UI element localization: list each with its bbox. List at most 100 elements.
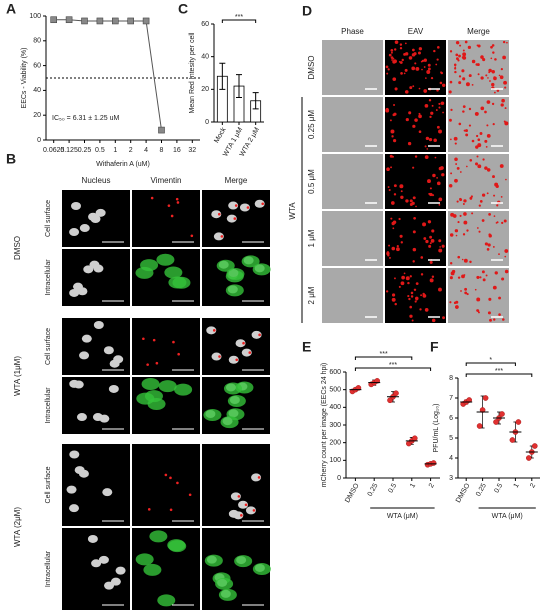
x-tick-label: 2: [428, 482, 436, 489]
eav-signal: [476, 275, 480, 279]
nucleus: [235, 339, 246, 348]
nucleus: [74, 466, 85, 475]
eav-signal: [420, 256, 424, 259]
x-tick-label: DMSO: [344, 482, 361, 504]
vimentin: [143, 563, 162, 576]
eav-signal: [502, 55, 506, 60]
eav-signal: [490, 57, 493, 60]
eav-signal: [390, 201, 395, 205]
eav-signal: [457, 221, 460, 224]
vimentin: [157, 594, 176, 607]
eav-signal: [403, 52, 407, 56]
eav-signal: [453, 63, 457, 67]
nucleus: [92, 413, 103, 422]
y-tick-label: 300: [329, 422, 341, 429]
micrograph: [385, 40, 446, 95]
eav-signal: [385, 108, 390, 113]
y-tick-label: 6: [449, 415, 453, 422]
vimentin-spot: [257, 476, 261, 479]
eav-signal: [501, 277, 505, 281]
eav-signal: [486, 192, 489, 195]
eav-signal: [490, 45, 493, 49]
eav-signal: [421, 68, 423, 71]
eav-signal: [431, 104, 434, 107]
nucleus: [66, 485, 77, 494]
eav-signal: [409, 199, 413, 203]
eav-signal: [453, 136, 458, 141]
eav-signal: [474, 288, 477, 291]
eav-signal: [468, 74, 472, 78]
eav-signal: [454, 66, 457, 69]
eav-signal: [462, 55, 467, 60]
vimentin: [216, 259, 235, 272]
eav-signal: [456, 200, 459, 203]
y-tick-label: 8: [449, 375, 453, 382]
eav-signal: [485, 145, 488, 148]
eav-signal: [387, 68, 390, 71]
eav-signal: [393, 103, 396, 107]
eav-signal: [505, 178, 507, 181]
vimentin-spot: [176, 201, 180, 204]
eav-signal: [476, 112, 479, 115]
eav-signal: [471, 139, 475, 143]
eav-signal: [450, 108, 453, 111]
eav-signal: [480, 76, 484, 80]
micrograph: [385, 211, 446, 266]
significance-bracket: [221, 19, 257, 23]
eav-signal: [391, 135, 394, 138]
eav-signal: [396, 247, 400, 252]
eav-signal: [390, 217, 393, 220]
significance-label: ***: [389, 362, 397, 369]
eav-signal: [394, 87, 398, 91]
eav-signal: [419, 308, 422, 311]
eav-signal: [469, 196, 473, 200]
vimentin: [225, 284, 244, 297]
vimentin: [168, 276, 187, 289]
significance-bracket: [354, 356, 413, 360]
eav-signal: [475, 134, 479, 138]
x-tick-label: 0.5: [387, 482, 398, 494]
eav-signal: [412, 124, 416, 128]
eav-signal: [396, 244, 399, 248]
data-point: [411, 435, 418, 442]
eav-signal: [478, 204, 481, 207]
nucleus: [115, 566, 126, 575]
row-label: 1 μM: [307, 229, 316, 247]
eav-signal: [481, 193, 486, 197]
vimentin-spot: [169, 476, 172, 480]
vimentin: [203, 409, 222, 422]
x-tick-label: 4: [144, 147, 148, 154]
eav-signal: [438, 203, 441, 206]
row-label: 2 μM: [307, 286, 316, 304]
eav-signal: [467, 45, 472, 49]
eav-signal: [457, 59, 460, 62]
nucleus: [69, 504, 80, 513]
x-tick-label: 2: [129, 147, 133, 154]
eav-signal: [408, 297, 411, 301]
x-tick-label: 0.25: [367, 482, 380, 497]
eav-signal: [460, 290, 462, 292]
eav-signal: [496, 221, 499, 224]
eav-signal: [479, 132, 483, 135]
eav-signal: [499, 164, 504, 168]
vimentin: [158, 380, 177, 393]
x-tick-label: 0.25: [78, 147, 92, 154]
nucleus: [76, 413, 87, 422]
eav-signal: [458, 54, 461, 58]
eav-signal: [476, 297, 481, 302]
eav-signal: [420, 294, 423, 297]
eav-signal: [411, 53, 416, 57]
eav-signal: [392, 77, 397, 81]
nucleus: [254, 199, 265, 208]
x-tick-label: 8: [160, 147, 164, 154]
eav-signal: [498, 253, 500, 256]
eav-signal: [391, 246, 396, 251]
eav-signal: [429, 115, 432, 119]
x-tick-label: 0.125: [60, 147, 78, 154]
y-tick-label: 7: [449, 395, 453, 402]
eav-signal: [404, 68, 408, 72]
error-bar: [252, 92, 259, 110]
vimentin-spot: [218, 355, 221, 358]
y-tick-label: 40: [201, 54, 209, 61]
eav-signal: [464, 291, 468, 295]
